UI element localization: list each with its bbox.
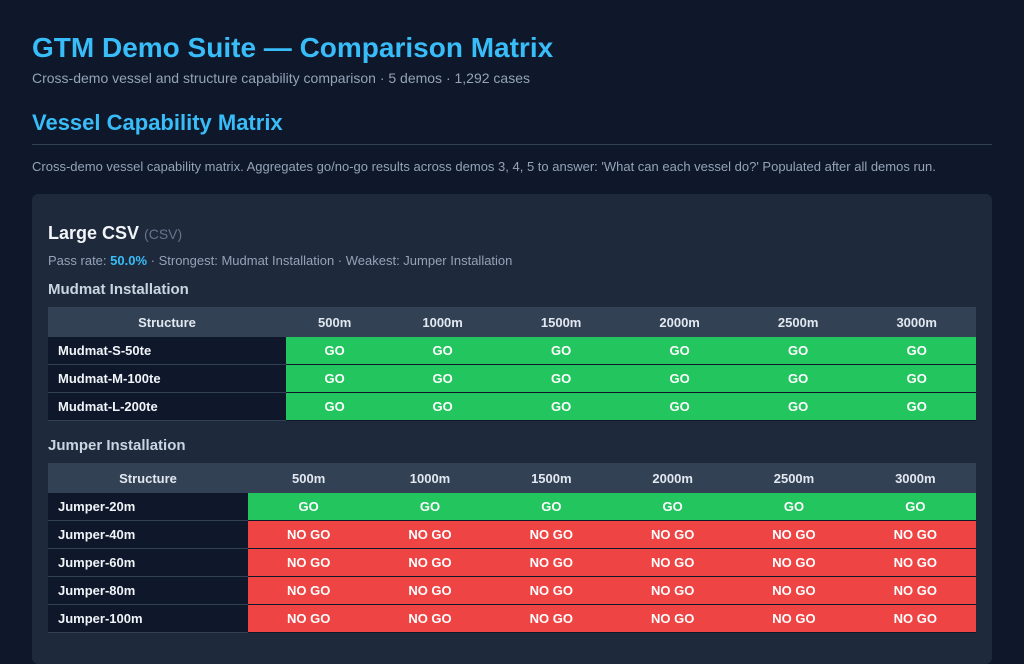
depth-column-header: 3000m bbox=[857, 307, 976, 337]
no-go-cell: NO GO bbox=[490, 548, 612, 577]
go-cell: GO bbox=[286, 392, 384, 421]
no-go-cell: NO GO bbox=[733, 548, 855, 577]
go-cell: GO bbox=[620, 364, 739, 393]
vessel-name: Large CSV bbox=[48, 223, 140, 243]
table-row: Jumper-80m NO GO NO GO NO GO NO GO NO GO NO GO bbox=[48, 576, 976, 605]
structure-name: Jumper-40m bbox=[48, 520, 248, 549]
depth-column-header: 3000m bbox=[854, 463, 976, 493]
no-go-cell: NO GO bbox=[854, 576, 976, 605]
section-title: Vessel Capability Matrix bbox=[32, 110, 992, 145]
page-subtitle: Cross-demo vessel and structure capabili… bbox=[32, 70, 530, 86]
no-go-cell: NO GO bbox=[611, 576, 734, 605]
table-row: Mudmat-S-50te GO GO GO GO GO GO bbox=[48, 337, 976, 365]
structure-name: Jumper-100m bbox=[48, 604, 248, 633]
table-row: Jumper-100m NO GO NO GO NO GO NO GO NO GO NO G… bbox=[48, 604, 976, 633]
depth-column-header: 2500m bbox=[738, 307, 858, 337]
no-go-cell: NO GO bbox=[733, 604, 855, 633]
go-cell: GO bbox=[248, 493, 370, 521]
matrix-title-mudmat: Mudmat Installation bbox=[48, 281, 189, 298]
depth-column-header: 1000m bbox=[369, 463, 491, 493]
jumper-matrix-table: Structure 500m 1000m 1500m 2000m 2500m 3000m Ju… bbox=[48, 463, 976, 633]
no-go-cell: NO GO bbox=[611, 520, 734, 549]
no-go-cell: NO GO bbox=[369, 520, 491, 549]
table-row: Jumper-60m NO GO NO GO NO GO NO GO NO GO NO GO bbox=[48, 548, 976, 577]
depth-column-header: 2000m bbox=[620, 307, 739, 337]
matrix-header-row: Structure 500m 1000m 1500m 2000m 2500m 3000m bbox=[48, 307, 976, 337]
table-row: Jumper-40m NO GO NO GO NO GO NO GO NO GO NO GO bbox=[48, 520, 976, 549]
structure-name: Mudmat-L-200te bbox=[48, 392, 286, 421]
no-go-cell: NO GO bbox=[490, 604, 612, 633]
go-cell: GO bbox=[501, 364, 621, 393]
depth-column-header: 500m bbox=[286, 307, 384, 337]
depth-column-header: 2500m bbox=[733, 463, 855, 493]
go-cell: GO bbox=[383, 392, 502, 421]
pass-rate-summary: · Strongest: Mudmat Installation · Weake… bbox=[147, 253, 513, 268]
structure-name: Jumper-80m bbox=[48, 576, 248, 605]
no-go-cell: NO GO bbox=[369, 604, 491, 633]
no-go-cell: NO GO bbox=[490, 520, 612, 549]
table-row: Mudmat-L-200te GO GO GO GO GO GO bbox=[48, 392, 976, 421]
no-go-cell: NO GO bbox=[369, 576, 491, 605]
vessel-heading: Large CSV (CSV) bbox=[48, 222, 976, 245]
table-row: Mudmat-M-100te GO GO GO GO GO GO bbox=[48, 364, 976, 393]
page-title: GTM Demo Suite — Comparison Matrix bbox=[32, 32, 554, 63]
no-go-cell: NO GO bbox=[733, 520, 855, 549]
go-cell: GO bbox=[286, 364, 384, 393]
go-cell: GO bbox=[286, 337, 384, 365]
structure-column-header: Structure bbox=[48, 463, 248, 493]
no-go-cell: NO GO bbox=[611, 604, 734, 633]
go-cell: GO bbox=[501, 392, 621, 421]
go-cell: GO bbox=[733, 493, 855, 521]
structure-name: Mudmat-M-100te bbox=[48, 364, 286, 393]
depth-column-header: 1000m bbox=[383, 307, 502, 337]
no-go-cell: NO GO bbox=[248, 548, 370, 577]
section-description: Cross-demo vessel capability matrix. Agg… bbox=[32, 159, 936, 174]
no-go-cell: NO GO bbox=[248, 604, 370, 633]
go-cell: GO bbox=[738, 364, 858, 393]
no-go-cell: NO GO bbox=[248, 576, 370, 605]
pass-rate-value: 50.0% bbox=[110, 253, 148, 268]
pass-rate-line: Pass rate: 50.0% · Strongest: Mudmat Ins… bbox=[48, 253, 976, 269]
go-cell: GO bbox=[857, 364, 976, 393]
structure-name: Mudmat-S-50te bbox=[48, 337, 286, 365]
no-go-cell: NO GO bbox=[490, 576, 612, 605]
no-go-cell: NO GO bbox=[854, 548, 976, 577]
go-cell: GO bbox=[854, 493, 976, 521]
no-go-cell: NO GO bbox=[248, 520, 370, 549]
vessel-type: (CSV) bbox=[144, 226, 183, 242]
go-cell: GO bbox=[383, 337, 502, 365]
depth-column-header: 1500m bbox=[490, 463, 612, 493]
go-cell: GO bbox=[490, 493, 612, 521]
no-go-cell: NO GO bbox=[854, 520, 976, 549]
mudmat-matrix-table: Structure 500m 1000m 1500m 2000m 2500m 3000m Mu… bbox=[48, 307, 976, 421]
structure-name: Jumper-60m bbox=[48, 548, 248, 577]
table-row: Jumper-20m GO GO GO GO GO GO bbox=[48, 493, 976, 521]
go-cell: GO bbox=[857, 337, 976, 365]
matrix-title-jumper: Jumper Installation bbox=[48, 437, 186, 454]
go-cell: GO bbox=[501, 337, 621, 365]
go-cell: GO bbox=[383, 364, 502, 393]
no-go-cell: NO GO bbox=[733, 576, 855, 605]
go-cell: GO bbox=[620, 392, 739, 421]
depth-column-header: 1500m bbox=[501, 307, 621, 337]
structure-name: Jumper-20m bbox=[48, 493, 248, 521]
go-cell: GO bbox=[620, 337, 739, 365]
no-go-cell: NO GO bbox=[854, 604, 976, 633]
depth-column-header: 2000m bbox=[611, 463, 734, 493]
matrix-header-row: Structure 500m 1000m 1500m 2000m 2500m 3000m bbox=[48, 463, 976, 493]
go-cell: GO bbox=[738, 392, 858, 421]
no-go-cell: NO GO bbox=[611, 548, 734, 577]
structure-column-header: Structure bbox=[48, 307, 286, 337]
depth-column-header: 500m bbox=[248, 463, 370, 493]
no-go-cell: NO GO bbox=[369, 548, 491, 577]
go-cell: GO bbox=[369, 493, 491, 521]
go-cell: GO bbox=[611, 493, 734, 521]
vessel-card: Large CSV (CSV) Pass rate: 50.0% · Stron… bbox=[32, 194, 992, 664]
go-cell: GO bbox=[857, 392, 976, 421]
pass-rate-label: Pass rate: bbox=[48, 253, 107, 268]
go-cell: GO bbox=[738, 337, 858, 365]
